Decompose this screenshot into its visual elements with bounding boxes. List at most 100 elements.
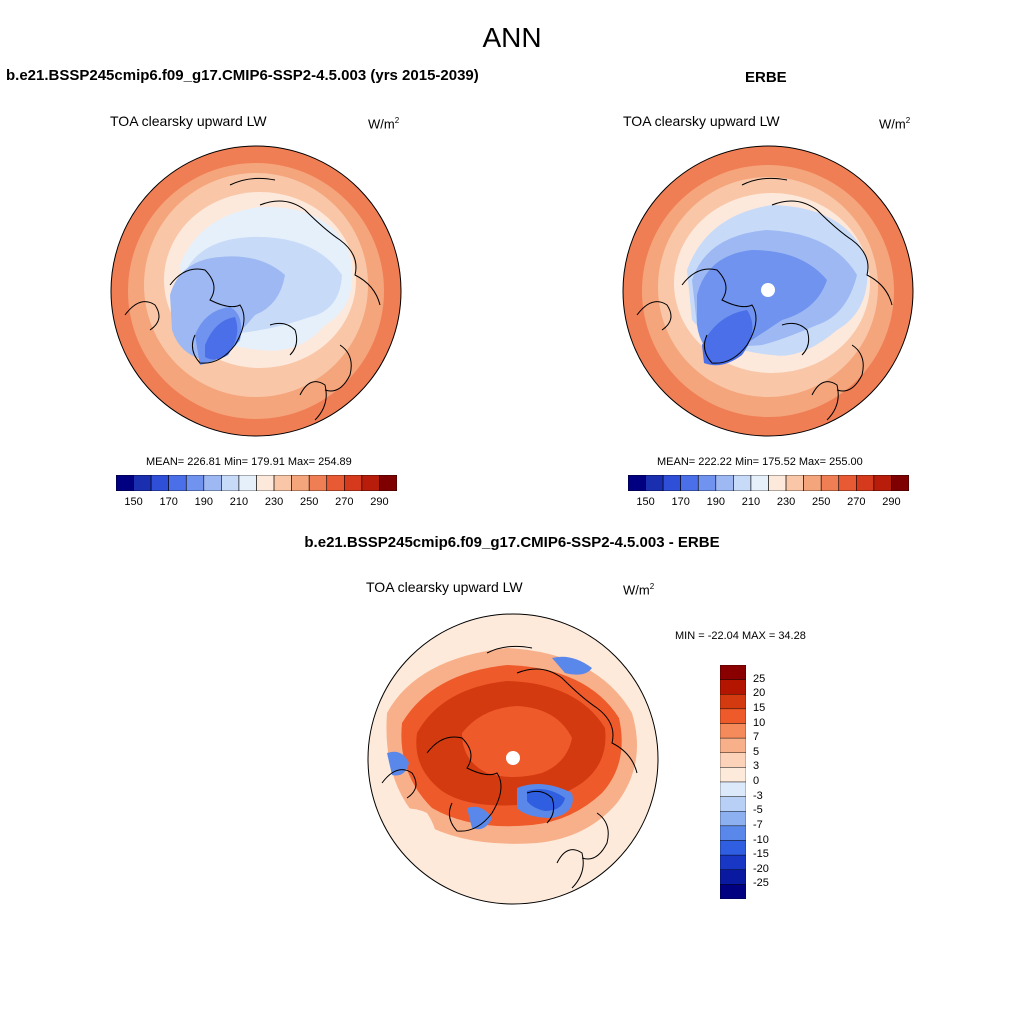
panel-model-map-border	[110, 145, 402, 437]
panel-obs-colorbar-box	[697, 475, 717, 491]
panel-model-colorbar-box	[150, 475, 169, 491]
panel-obs-colorbar-tick-label: 170	[671, 496, 690, 508]
panel-obs-units: W/m2	[879, 116, 911, 132]
panel-model-colorbar-tick-label: 210	[229, 496, 249, 508]
panel-diff-colorbar-tick-label: -20	[753, 862, 769, 875]
panel-diff-colorbar-tick-label: 0	[753, 775, 760, 787]
panel-diff-colorbar-tick-label: -5	[753, 804, 763, 817]
panel-diff-colorbar-tick-label: -3	[753, 789, 763, 802]
panel-diff-colorbar-tick-label: 25	[753, 672, 766, 685]
panel-model-colorbar-box	[379, 475, 397, 491]
panel-diff-colorbar-tick-label: -7	[753, 818, 763, 831]
panel-diff-colorbar-box	[720, 679, 746, 695]
panel-model-stats: MEAN= 226.81 Min= 179.91 Max= 254.89	[146, 456, 352, 468]
panel-model-colorbar-box	[291, 475, 310, 491]
panel-diff-pole-gap	[506, 751, 520, 765]
panel-diff-colorbar-tick-label: -10	[753, 833, 769, 846]
panel-diff-variable-label: TOA clearsky upward LW	[366, 579, 523, 595]
panel-diff-field-inner	[462, 706, 572, 777]
panel-obs-colorbar	[628, 475, 909, 491]
panel-diff-field-blue-greenland	[467, 806, 492, 830]
panel-model-colorbar-box	[185, 475, 205, 491]
panel-diff-field-pale-sw	[368, 808, 437, 876]
panel-obs-colorbar-box	[820, 475, 840, 491]
panel-obs-colorbar-box	[715, 475, 734, 491]
panel-obs-colorbar-box	[891, 475, 909, 491]
panel-model-greenland-low	[205, 317, 238, 360]
panel-model-colorbar-box	[116, 475, 134, 491]
panel-diff-map-border	[367, 613, 659, 905]
panel-obs-colorbar-tick-label: 290	[882, 496, 901, 508]
panel-diff-colorbar-tick-label: 7	[753, 731, 760, 744]
panel-diff-colorbar-tick-label: 3	[753, 760, 760, 773]
panel-obs-colorbar-tick-label: 150	[636, 496, 655, 508]
panel-model-units: W/m2	[368, 116, 400, 132]
panel-diff-field-blue-n	[552, 656, 592, 675]
panel-obs-colorbar-box	[628, 475, 646, 491]
panel-obs-colorbar-box	[803, 475, 822, 491]
panel-diff-field-darkblue-s	[527, 789, 565, 811]
panel-model-map	[110, 145, 402, 437]
panel-diff-colorbar-tick-label: 5	[753, 745, 760, 758]
panel-diff-colorbar-box	[720, 840, 746, 856]
panel-model-colorbar-box	[203, 475, 222, 491]
figure-title: ANN	[482, 22, 542, 53]
panel-obs-map-border	[622, 145, 914, 437]
panel-model-colorbar-box	[344, 475, 363, 491]
panel-obs-colorbar-tick-label: 250	[812, 496, 831, 508]
panel-diff-colorbar	[720, 665, 746, 899]
panel-diff-colorbar-tick-label: 10	[753, 716, 766, 729]
panel-model-colorbar-box	[326, 475, 345, 491]
panel-model-case-title: b.e21.BSSP245cmip6.f09_g17.CMIP6-SSP2-4.…	[6, 67, 479, 84]
panel-diff-stats: MIN = -22.04 MAX = 34.28	[675, 630, 806, 642]
panel-diff-colorbar-box	[720, 752, 746, 768]
panel-obs-greenland-low	[702, 310, 753, 366]
panel-obs-colorbar-tick-label: 270	[847, 496, 866, 508]
panel-model-colorbar-tick-label: 150	[124, 496, 143, 508]
panel-diff-colorbar-box	[720, 811, 746, 827]
panel-diff-colorbar-box	[720, 796, 746, 812]
panel-model-colorbar-box	[133, 475, 152, 491]
panel-obs-coastlines	[636, 177, 893, 421]
panel-diff-colorbar-tick-label: -15	[753, 848, 769, 861]
panel-model-variable-label: TOA clearsky upward LW	[110, 113, 267, 129]
panel-obs-colorbar-box	[662, 475, 681, 491]
panel-diff-units: W/m2	[623, 582, 655, 598]
panel-obs-map	[622, 145, 914, 437]
panel-obs-colorbar-tick-label: 210	[741, 496, 761, 508]
panel-model-colorbar-box	[361, 475, 380, 491]
panel-diff-colorbar-box	[720, 723, 746, 739]
panel-diff-case-title: b.e21.BSSP245cmip6.f09_g17.CMIP6-SSP2-4.…	[304, 534, 720, 551]
panel-obs-colorbar-box	[873, 475, 892, 491]
panel-diff-colorbar-box	[720, 737, 746, 753]
panel-model-colorbar-tick-label: 190	[194, 496, 213, 508]
panel-model-colorbar-box	[256, 475, 275, 491]
panel-model-colorbar-tick-label: 290	[370, 496, 389, 508]
panel-model-colorbar-box	[238, 475, 257, 491]
panel-model-colorbar-tick-label: 170	[159, 496, 178, 508]
panel-obs-colorbar-box	[750, 475, 769, 491]
panel-model-colorbar-box	[168, 475, 187, 491]
panel-diff-colorbar-box	[720, 708, 746, 724]
panel-model-coastlines	[124, 177, 381, 421]
panel-model-colorbar-box	[273, 475, 292, 491]
panel-diff-colorbar-box	[720, 825, 746, 841]
panel-diff-colorbar-tick-label: -25	[753, 877, 769, 890]
panel-obs-case-title: ERBE	[745, 69, 787, 86]
panel-obs-colorbar-box	[785, 475, 804, 491]
panel-obs-stats: MEAN= 222.22 Min= 175.52 Max= 255.00	[657, 456, 863, 468]
panel-obs-colorbar-box	[733, 475, 752, 491]
panel-diff-colorbar-box	[720, 767, 746, 783]
panel-model-colorbar-tick-label: 250	[300, 496, 319, 508]
panel-diff-colorbar-box	[720, 869, 746, 885]
panel-diff-colorbar-box	[720, 665, 746, 680]
panel-diff-map	[367, 613, 659, 905]
panel-diff-colorbar-box	[720, 781, 746, 797]
panel-obs-colorbar-box	[768, 475, 787, 491]
panel-diff-colorbar-box	[720, 884, 746, 899]
panel-obs-colorbar-box	[856, 475, 875, 491]
panel-model-colorbar-tick-label: 230	[264, 496, 284, 508]
panel-diff-coastlines	[381, 645, 638, 889]
panel-model-colorbar-tick-label: 270	[335, 496, 354, 508]
panel-model-colorbar-box	[308, 475, 328, 491]
